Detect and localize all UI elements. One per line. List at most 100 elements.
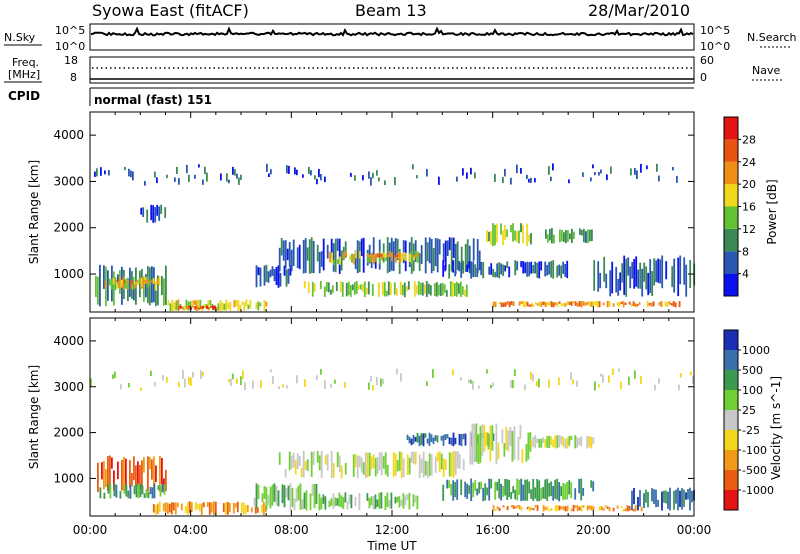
heatmap-cell: [570, 301, 573, 306]
heatmap-cell: [452, 432, 455, 447]
heatmap-cell: [630, 303, 633, 307]
heatmap-cell: [412, 451, 415, 464]
heatmap-cell: [480, 261, 483, 276]
heatmap-cell: [257, 484, 260, 499]
heatmap-cell: [444, 434, 447, 440]
heatmap-cell: [487, 433, 490, 450]
heatmap-cell: [553, 234, 555, 244]
heatmap-cell: [384, 180, 386, 185]
heatmap-cell: [554, 435, 557, 449]
heatmap-cell: [500, 263, 503, 275]
heatmap-cell: [315, 484, 318, 504]
heatmap-cell: [599, 272, 602, 289]
heatmap-cell: [657, 258, 660, 283]
power-heatmap: [94, 163, 696, 312]
heatmap-cell: [354, 454, 357, 468]
heatmap-cell: [470, 167, 472, 175]
heatmap-cell: [302, 450, 305, 478]
heatmap-cell: [145, 274, 147, 298]
heatmap-cell: [510, 380, 512, 388]
heatmap-cell: [246, 505, 249, 512]
heatmap-cell: [263, 265, 266, 286]
heatmap-cell: [497, 442, 500, 460]
heatmap-cell: [156, 278, 159, 285]
heatmap-cell: [332, 493, 335, 509]
heatmap-cell: [468, 379, 470, 384]
heatmap-cell: [368, 382, 370, 390]
heatmap-cell: [494, 271, 497, 278]
colorbar-tick-label: 500: [742, 364, 763, 377]
heatmap-cell: [358, 455, 361, 468]
heatmap-cell: [426, 242, 429, 262]
heatmap-cell: [103, 265, 105, 289]
heatmap-cell: [152, 205, 155, 223]
heatmap-cell: [538, 480, 541, 502]
heatmap-cell: [156, 503, 159, 514]
colorbar-swatch: [724, 117, 738, 140]
heatmap-cell: [198, 503, 201, 512]
heatmap-region-5: [318, 492, 419, 511]
heatmap-cell: [340, 465, 343, 479]
heatmap-cell: [460, 377, 462, 381]
heatmap-cell: [395, 288, 398, 296]
heatmap-cell: [550, 507, 553, 511]
heatmap-cell: [250, 507, 253, 513]
heatmap-cell: [338, 455, 341, 472]
heatmap-cell: [368, 254, 371, 258]
heatmap-cell: [612, 368, 614, 375]
heatmap-cell: [400, 253, 403, 258]
heatmap-region-12: [486, 223, 532, 247]
heatmap-cell: [546, 302, 549, 307]
heatmap-cell: [400, 499, 403, 506]
heatmap-cell: [414, 495, 417, 503]
heatmap-cell: [685, 492, 687, 500]
heatmap-cell: [647, 272, 650, 296]
y-tick-label: 2000: [53, 221, 84, 235]
heatmap-cell: [672, 301, 675, 307]
heatmap-cell: [490, 263, 493, 275]
heatmap-cell: [153, 483, 156, 499]
heatmap-cell: [214, 305, 216, 309]
heatmap-cell: [135, 465, 137, 487]
heatmap-cell: [570, 508, 573, 512]
heatmap-cell: [554, 479, 557, 499]
heatmap-cell: [612, 303, 615, 307]
heatmap-cell: [422, 451, 425, 478]
heatmap-cell: [369, 256, 371, 263]
heatmap-cell: [532, 304, 535, 307]
heatmap-cell: [368, 497, 371, 509]
heatmap-cell: [304, 238, 307, 273]
heatmap-cell: [677, 257, 680, 297]
heatmap-cell: [603, 256, 606, 282]
heatmap-cell: [578, 438, 581, 446]
heatmap-cell: [141, 460, 143, 490]
heatmap-cell: [183, 305, 186, 311]
heatmap-cell: [144, 181, 146, 186]
heatmap-cell: [277, 490, 280, 507]
heatmap-cell: [166, 377, 168, 383]
heatmap-cell: [282, 384, 284, 388]
heatmap-cell: [236, 378, 238, 384]
heatmap-cell: [498, 262, 501, 279]
heatmap-cell: [502, 302, 505, 307]
heatmap-cell: [341, 282, 344, 297]
heatmap-cell: [434, 456, 437, 473]
heatmap-cell: [450, 452, 453, 477]
cpid-value: normal (fast) 151: [94, 93, 212, 107]
heatmap-cell: [526, 301, 529, 307]
heatmap-cell: [143, 493, 146, 499]
heatmap-cell: [639, 490, 641, 507]
heatmap-cell: [137, 461, 139, 486]
heatmap-cell: [380, 452, 383, 476]
heatmap-cell: [154, 171, 156, 178]
heatmap-cell: [579, 228, 581, 235]
heatmap-cell: [496, 263, 499, 278]
heatmap-cell: [520, 506, 523, 511]
heatmap-cell: [141, 485, 144, 495]
colorbar-swatch: [724, 161, 738, 185]
heatmap-cell: [532, 478, 535, 501]
heatmap-cell: [456, 451, 459, 469]
heatmap-region-6: [406, 432, 495, 447]
heatmap-cell: [498, 301, 501, 304]
heatmap-cell: [227, 302, 230, 309]
